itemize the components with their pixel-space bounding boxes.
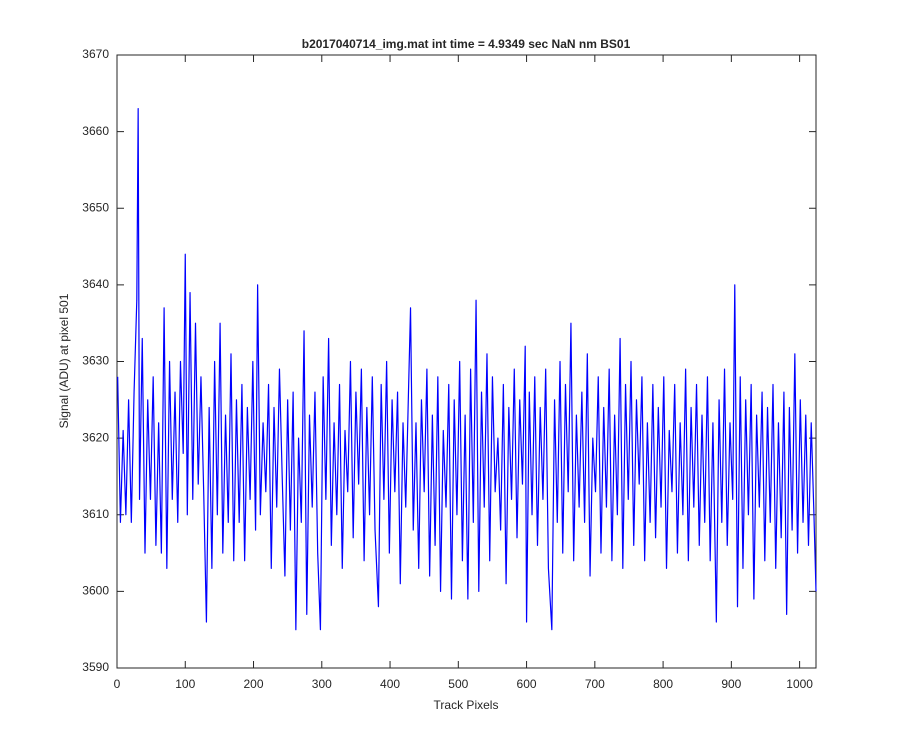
x-axis-label: Track Pixels [434, 698, 499, 712]
plot-box [116, 54, 817, 669]
y-tick-label: 3620 [82, 430, 109, 444]
data-line [117, 108, 817, 631]
x-tick-label: 100 [175, 677, 195, 691]
x-tick-label: 1000 [786, 677, 813, 691]
x-tick-label: 500 [448, 677, 468, 691]
x-tick-label: 300 [312, 677, 332, 691]
x-tick-label: 900 [721, 677, 741, 691]
x-tick-label: 600 [517, 677, 537, 691]
y-tick-label: 3650 [82, 200, 109, 214]
y-tick-label: 3640 [82, 277, 109, 291]
y-tick-label: 3670 [82, 47, 109, 61]
x-tick-label: 700 [585, 677, 605, 691]
x-tick-label: 800 [653, 677, 673, 691]
y-tick-label: 3660 [82, 124, 109, 138]
y-axis-label: Signal (ADU) at pixel 501 [57, 293, 71, 428]
x-tick-label: 400 [380, 677, 400, 691]
y-tick-label: 3610 [82, 507, 109, 521]
x-tick-label: 0 [114, 677, 121, 691]
x-tick-label: 200 [244, 677, 264, 691]
chart-title: b2017040714_img.mat int time = 4.9349 se… [302, 37, 631, 51]
y-tick-label: 3590 [82, 660, 109, 674]
y-tick-label: 3600 [82, 584, 109, 598]
y-tick-label: 3630 [82, 354, 109, 368]
